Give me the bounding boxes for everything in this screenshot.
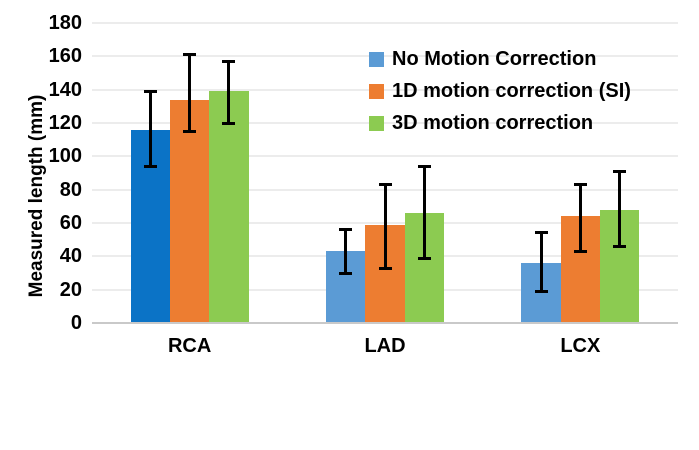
error-bar-cap-bottom xyxy=(183,130,197,133)
legend-label: 1D motion correction (SI) xyxy=(392,80,631,102)
y-tick-label: 140 xyxy=(48,78,82,101)
error-bar-line xyxy=(344,228,348,275)
legend-label: 3D motion correction xyxy=(392,112,594,134)
y-tick-label: 20 xyxy=(59,278,82,301)
error-bar-cap-bottom xyxy=(573,250,587,253)
error-bar-cap-bottom xyxy=(613,245,627,248)
error-bar-cap-bottom xyxy=(143,165,157,168)
y-tick-label: 80 xyxy=(59,178,82,201)
error-bar-line xyxy=(383,183,387,270)
error-bar-line xyxy=(148,89,152,168)
y-tick-label: 40 xyxy=(59,245,82,268)
error-bar-cap-top xyxy=(573,183,587,186)
error-bar-cap-top xyxy=(378,183,392,186)
error-bar-cap-bottom xyxy=(378,266,392,270)
gridline xyxy=(92,88,678,91)
error-bar-cap-top xyxy=(417,164,431,168)
error-bar-cap-top xyxy=(534,231,548,235)
legend-swatch-icon xyxy=(369,83,384,99)
plot-area xyxy=(92,22,678,324)
x-axis-line xyxy=(92,322,678,324)
y-tick-label: 100 xyxy=(48,145,82,168)
error-bar-cap-top xyxy=(143,89,157,93)
error-bar-line xyxy=(188,53,192,133)
gridline xyxy=(92,55,678,58)
error-bar-line xyxy=(539,231,543,293)
legend-item-2: 1D motion correction (SI) xyxy=(369,80,631,102)
category-label-lad: LAD xyxy=(364,335,406,357)
error-bar-cap-bottom xyxy=(534,290,548,293)
legend: No Motion Correction 1D motion correction… xyxy=(369,48,631,144)
y-tick-label: 0 xyxy=(70,312,82,334)
y-tick-label: 120 xyxy=(48,112,82,134)
bar-rca-series2 xyxy=(170,99,210,323)
bar-rca-series3 xyxy=(209,91,249,323)
y-tick-label: 160 xyxy=(48,45,82,68)
gridline xyxy=(92,155,678,158)
error-bar-cap-top xyxy=(222,59,236,63)
category-label-rca: RCA xyxy=(167,335,212,357)
error-bar-cap-bottom xyxy=(339,271,353,275)
legend-item-1: No Motion Correction xyxy=(369,48,631,70)
error-bar-cap-top xyxy=(339,228,353,231)
error-bar-cap-top xyxy=(183,53,197,56)
legend-label: No Motion Correction xyxy=(392,48,597,70)
gridline xyxy=(92,22,678,24)
error-bar-cap-bottom xyxy=(417,256,431,260)
error-bar-line xyxy=(578,183,582,253)
legend-swatch-icon xyxy=(369,115,384,131)
y-tick-label: 180 xyxy=(48,12,82,34)
legend-swatch-icon xyxy=(369,51,384,67)
error-bar-cap-top xyxy=(613,169,627,173)
category-label-lcx: LCX xyxy=(560,335,601,357)
error-bar-line xyxy=(227,59,231,125)
error-bar-line xyxy=(618,169,622,248)
error-bar-cap-bottom xyxy=(222,121,236,125)
legend-item-3: 3D motion correction xyxy=(369,112,631,134)
y-tick-label: 60 xyxy=(59,212,82,234)
error-bar-line xyxy=(422,164,426,260)
gridline xyxy=(92,122,678,124)
